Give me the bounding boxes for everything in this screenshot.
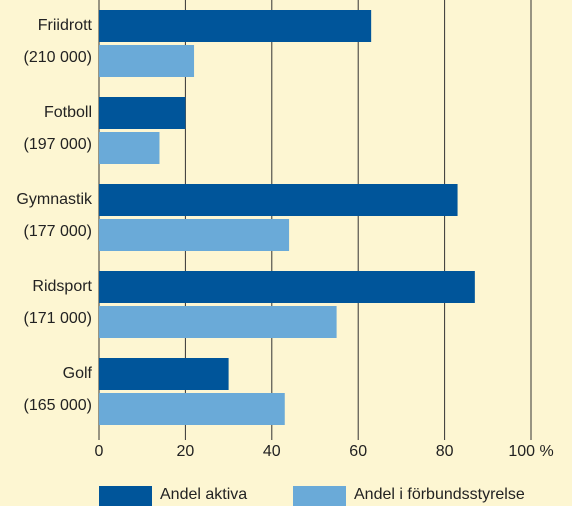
bar — [99, 306, 337, 338]
category-label: (177 000) — [24, 223, 93, 240]
category-label: (165 000) — [24, 397, 93, 414]
category-label: Golf — [63, 365, 93, 382]
bar — [99, 393, 285, 425]
x-tick-label: 80 — [436, 443, 454, 460]
category-label: (171 000) — [24, 310, 93, 327]
category-label: Friidrott — [38, 17, 93, 34]
legend-label: Andel aktiva — [160, 486, 247, 503]
bar — [99, 219, 290, 251]
bar — [99, 10, 372, 42]
category-label: (197 000) — [24, 136, 93, 153]
x-tick-label: 100 % — [508, 443, 553, 460]
legend-swatch — [99, 486, 152, 506]
bar — [99, 45, 195, 77]
bar — [99, 358, 229, 390]
legend-label: Andel i förbundsstyrelse — [354, 486, 525, 503]
legend-swatch — [293, 486, 346, 506]
category-label: Ridsport — [32, 278, 92, 295]
category-label: Fotboll — [44, 104, 92, 121]
bar — [99, 271, 475, 303]
x-tick-label: 60 — [349, 443, 367, 460]
bar — [99, 184, 458, 216]
x-tick-label: 0 — [95, 443, 104, 460]
category-label: (210 000) — [24, 49, 93, 66]
category-label: Gymnastik — [16, 191, 93, 208]
bar — [99, 132, 160, 164]
x-tick-label: 40 — [263, 443, 281, 460]
x-tick-label: 20 — [177, 443, 195, 460]
bar — [99, 97, 186, 129]
